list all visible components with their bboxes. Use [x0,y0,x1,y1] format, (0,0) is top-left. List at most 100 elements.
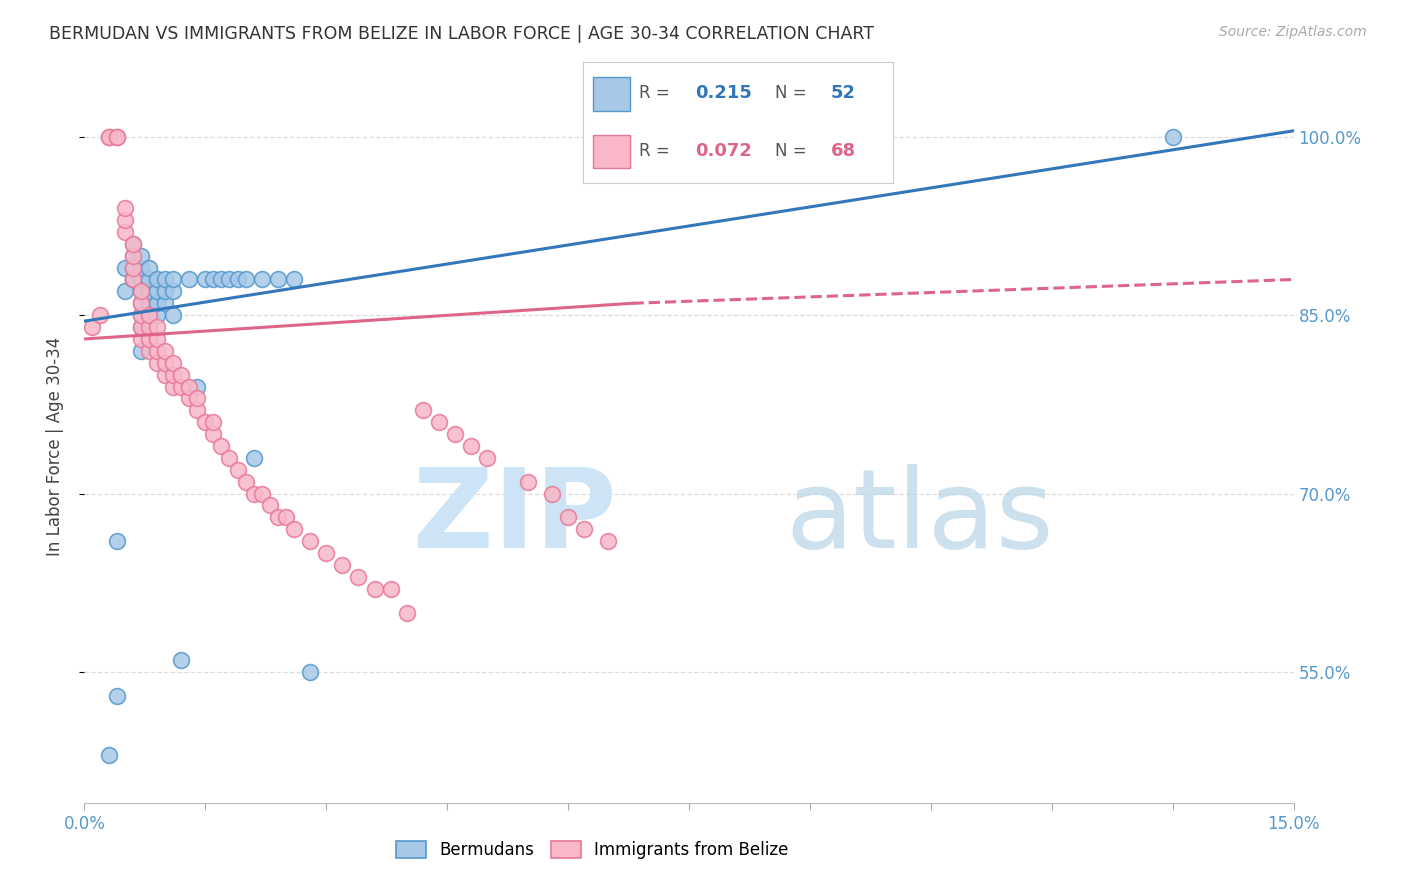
Point [114,213,136,227]
Point [138,332,160,346]
Point [121,272,143,286]
Text: N =: N = [775,142,813,160]
Point [170,379,193,393]
Point [235,475,257,489]
Point [162,368,184,382]
Text: ZIP: ZIP [413,464,616,571]
Point [121,272,143,286]
Point [121,236,143,251]
Point [427,415,450,429]
Point [330,558,353,572]
FancyBboxPatch shape [593,135,630,169]
Point [138,320,160,334]
Point [179,379,201,393]
Point [299,534,322,549]
Point [146,356,169,370]
Point [129,272,152,286]
Text: R =: R = [640,142,675,160]
Point [129,308,152,322]
Point [138,308,160,322]
Point [105,689,128,703]
Point [129,285,152,299]
Point [121,272,143,286]
Point [162,285,184,299]
Point [138,343,160,358]
Point [541,486,564,500]
Point [162,272,184,286]
Point [146,308,169,322]
Point [129,296,152,310]
Point [129,285,152,299]
Point [114,225,136,239]
Point [235,272,257,286]
Point [97,129,120,144]
Point [146,320,169,334]
Text: 68: 68 [831,142,856,160]
Point [283,272,305,286]
Point [516,475,538,489]
Point [138,320,160,334]
Point [194,415,217,429]
Point [226,463,249,477]
Legend: Bermudans, Immigrants from Belize: Bermudans, Immigrants from Belize [389,834,796,866]
Point [153,368,176,382]
Point [114,285,136,299]
Point [138,260,160,275]
Text: 52: 52 [831,84,856,103]
Point [170,368,193,382]
Text: BERMUDAN VS IMMIGRANTS FROM BELIZE IN LABOR FORCE | AGE 30-34 CORRELATION CHART: BERMUDAN VS IMMIGRANTS FROM BELIZE IN LA… [49,25,875,43]
Point [146,285,169,299]
Point [226,272,249,286]
Point [194,272,217,286]
Point [89,308,111,322]
Point [202,272,225,286]
Point [129,249,152,263]
Point [218,272,240,286]
Text: N =: N = [775,84,813,103]
Point [557,510,579,524]
Point [105,129,128,144]
Point [129,296,152,310]
Point [129,332,152,346]
Point [186,403,208,417]
Text: R =: R = [640,84,675,103]
Point [153,285,176,299]
Point [267,272,290,286]
Point [186,392,208,406]
Point [315,546,337,560]
Point [259,499,281,513]
Point [129,320,152,334]
Point [572,522,595,536]
Point [162,379,184,393]
Point [153,272,176,286]
Point [129,285,152,299]
Point [146,296,169,310]
Point [202,427,225,442]
Point [138,308,160,322]
Point [444,427,467,442]
Point [114,260,136,275]
Point [129,343,152,358]
Point [129,260,152,275]
FancyBboxPatch shape [593,77,630,111]
Text: atlas: atlas [786,464,1054,571]
Point [170,653,193,667]
Point [121,260,143,275]
Text: Source: ZipAtlas.com: Source: ZipAtlas.com [1219,25,1367,39]
Point [153,343,176,358]
Point [186,379,208,393]
Point [105,129,128,144]
Point [138,272,160,286]
Point [1161,129,1184,144]
Point [250,272,273,286]
Point [242,450,264,465]
Point [146,272,169,286]
Point [162,308,184,322]
Point [121,272,143,286]
Point [146,343,169,358]
Point [363,582,385,596]
Point [179,272,201,286]
Point [153,296,176,310]
Point [129,320,152,334]
Point [460,439,482,453]
